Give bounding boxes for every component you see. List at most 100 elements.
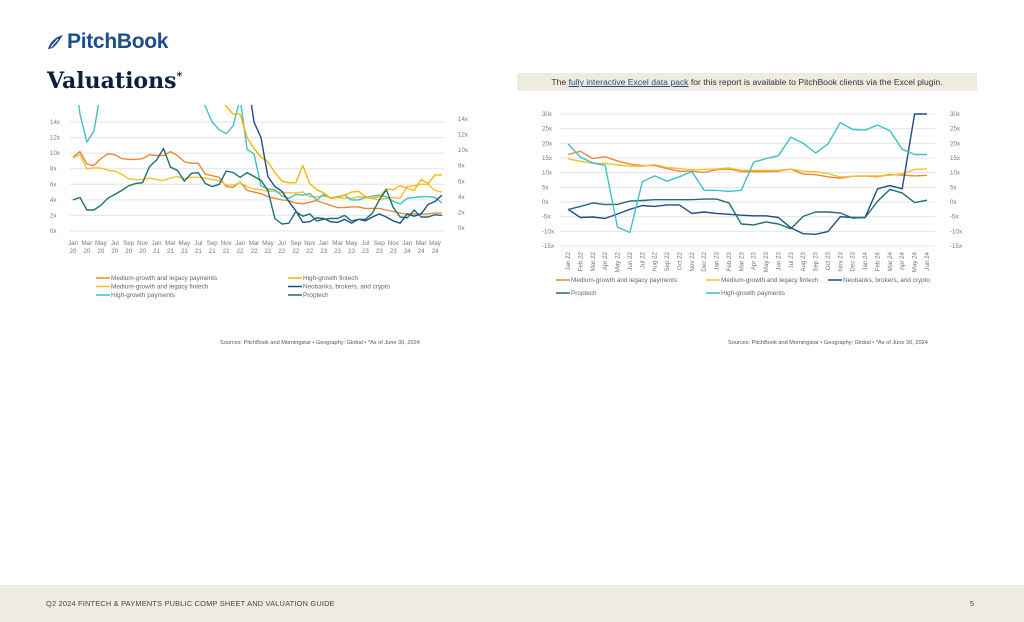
x-tick-label: Jan — [68, 240, 79, 247]
x-tick-label: Jul — [111, 240, 119, 247]
y2-tick-label: 2x — [458, 209, 465, 216]
logo-text: PitchBook — [67, 30, 169, 53]
x-tick-label: 23 — [320, 248, 327, 255]
plot-lines — [567, 113, 928, 236]
y2-tick-label: 25x — [950, 126, 961, 133]
x-tick-label: May 24 — [912, 251, 919, 272]
pitchbook-logo: PitchBook — [46, 30, 168, 54]
x-tick-label: Mar — [416, 240, 427, 247]
left-valuation-chart: 0x 0x 2x 2x 4x 4x 6x 6x 8x 8x 10x 10x 12x 12x 14x 14x Ja… — [50, 105, 469, 299]
x-tick-label: 24 — [432, 248, 439, 255]
legend-label: Medium-growth and legacy fintech — [721, 277, 819, 284]
x-tick-label: Jan 24 — [862, 251, 869, 270]
right-chart-sources: Sources: PitchBook and Morningstar • Geo… — [728, 340, 928, 346]
x-tick-label: 24 — [404, 248, 411, 255]
y-tick-label: -5x — [542, 214, 552, 221]
x-tick-label: Mar — [82, 240, 93, 247]
x-tick-label: 22 — [278, 248, 285, 255]
series-line-proptech — [567, 188, 928, 230]
series-line-medium_payments — [72, 150, 442, 215]
x-tick-label: Nov 23 — [837, 251, 844, 271]
y2-tick-label: 14x — [458, 116, 469, 123]
legend-label: Medium-growth and legacy payments — [571, 277, 677, 284]
x-tick-label: 23 — [390, 248, 397, 255]
y2-tick-label: 12x — [458, 132, 469, 139]
pitchbook-feather-icon — [48, 35, 63, 49]
x-tick-label: 23 — [348, 248, 355, 255]
x-tick-label: 22 — [292, 248, 299, 255]
y-tick-label: 15x — [542, 155, 553, 162]
x-tick-label: 20 — [97, 248, 104, 255]
x-tick-label: Feb 22 — [577, 251, 584, 271]
x-tick-label: 21 — [153, 248, 160, 255]
series-line-high_fintech — [224, 105, 442, 200]
x-tick-label: 20 — [139, 248, 146, 255]
y-tick-label: 0x — [542, 199, 549, 206]
x-tick-label: Nov — [388, 240, 400, 247]
x-tick-label: Jun 22 — [627, 251, 634, 270]
x-tick-label: Sep 22 — [664, 251, 671, 271]
left-chart-sources: Sources: PitchBook and Morningstar • Geo… — [220, 340, 420, 346]
x-tick-label: Jan 22 — [565, 251, 572, 270]
x-tick-label: 20 — [70, 248, 77, 255]
x-tick-label: Oct 23 — [825, 251, 832, 270]
y2-tick-label: 20x — [950, 140, 961, 147]
y-tick-label: 4x — [50, 197, 57, 204]
x-tick-label: Nov — [221, 240, 233, 247]
y-tick-label: 6x — [50, 181, 57, 188]
y-tick-label: 10x — [50, 150, 61, 157]
y2-tick-label: 0x — [950, 199, 957, 206]
y-tick-label: 25x — [542, 126, 553, 133]
x-tick-label: Feb 24 — [874, 251, 881, 271]
x-tick-label: 21 — [195, 248, 202, 255]
y-tick-label: 14x — [50, 119, 61, 126]
y2-tick-label: 30x — [950, 111, 961, 118]
y-tick-label: 0x — [50, 228, 57, 235]
x-tick-label: May — [95, 240, 108, 247]
y-tick-label: 30x — [542, 111, 553, 118]
series-line-proptech — [72, 147, 443, 225]
x-tick-label: Jan 23 — [714, 251, 721, 270]
x-tick-label: Dec 23 — [850, 251, 857, 271]
x-tick-label: 20 — [125, 248, 132, 255]
x-tick-label: Jul — [278, 240, 286, 247]
x-tick-label: Mar 24 — [887, 251, 894, 271]
x-tick-label: Jan — [235, 240, 246, 247]
y-tick-label: 20x — [542, 140, 553, 147]
y2-tick-label: -5x — [950, 214, 960, 221]
x-tick-label: May 23 — [763, 251, 770, 272]
x-tick-label: Jul — [361, 240, 369, 247]
x-tick-label: Mar 23 — [738, 251, 745, 271]
x-tick-label: 24 — [418, 248, 425, 255]
y-tick-label: -10x — [542, 228, 555, 235]
y2-tick-label: 5x — [950, 184, 957, 191]
x-tick-label: May — [429, 240, 442, 247]
x-tick-label: Nov 22 — [689, 251, 696, 271]
banner-prefix: The — [551, 77, 569, 87]
y2-tick-label: 4x — [458, 194, 465, 201]
x-tick-label: Nov — [137, 240, 149, 247]
x-tick-label: Dec 22 — [701, 251, 708, 271]
legend-label: Medium-growth and legacy fintech — [111, 284, 209, 291]
x-tick-label: Mar — [165, 240, 176, 247]
x-tick-label: Aug 22 — [652, 251, 659, 271]
x-tick-label: Feb 23 — [726, 251, 733, 271]
series-line-high_payments — [567, 121, 927, 234]
banner-suffix: for this report is available to PitchBoo… — [688, 77, 943, 87]
x-tick-label: 21 — [223, 248, 230, 255]
footer-report-title: Q2 2024 FINTECH & PAYMENTS PUBLIC COMP S… — [46, 599, 335, 608]
x-tick-label: Jul 22 — [639, 251, 646, 268]
legend-label: Proptech — [303, 292, 329, 299]
right-valuation-chart: -15x -15x -10x -10x -5x -5x 0x 0x 5x 5x 10x 10x 15x 1… — [542, 111, 963, 297]
excel-data-pack-link[interactable]: fully interactive Excel data pack — [568, 77, 689, 87]
y2-tick-label: 10x — [458, 147, 469, 154]
x-tick-label: Sep — [374, 240, 386, 247]
x-tick-label: 23 — [362, 248, 369, 255]
x-tick-label: 23 — [376, 248, 383, 255]
x-tick-label: 20 — [111, 248, 118, 255]
x-tick-label: Aug 23 — [800, 251, 807, 271]
series-line-neobanks — [250, 105, 443, 224]
y-tick-label: 10x — [542, 170, 553, 177]
x-tick-label: 21 — [181, 248, 188, 255]
y2-tick-label: -15x — [950, 243, 963, 250]
